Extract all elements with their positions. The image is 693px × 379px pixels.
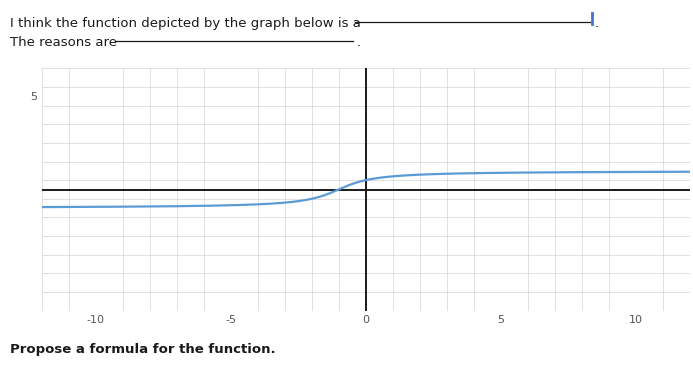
Text: .: . — [595, 17, 599, 30]
Text: Propose a formula for the function.: Propose a formula for the function. — [10, 343, 276, 356]
Text: The reasons are: The reasons are — [10, 36, 117, 49]
Text: .: . — [356, 36, 360, 49]
Text: I think the function depicted by the graph below is a: I think the function depicted by the gra… — [10, 17, 361, 30]
